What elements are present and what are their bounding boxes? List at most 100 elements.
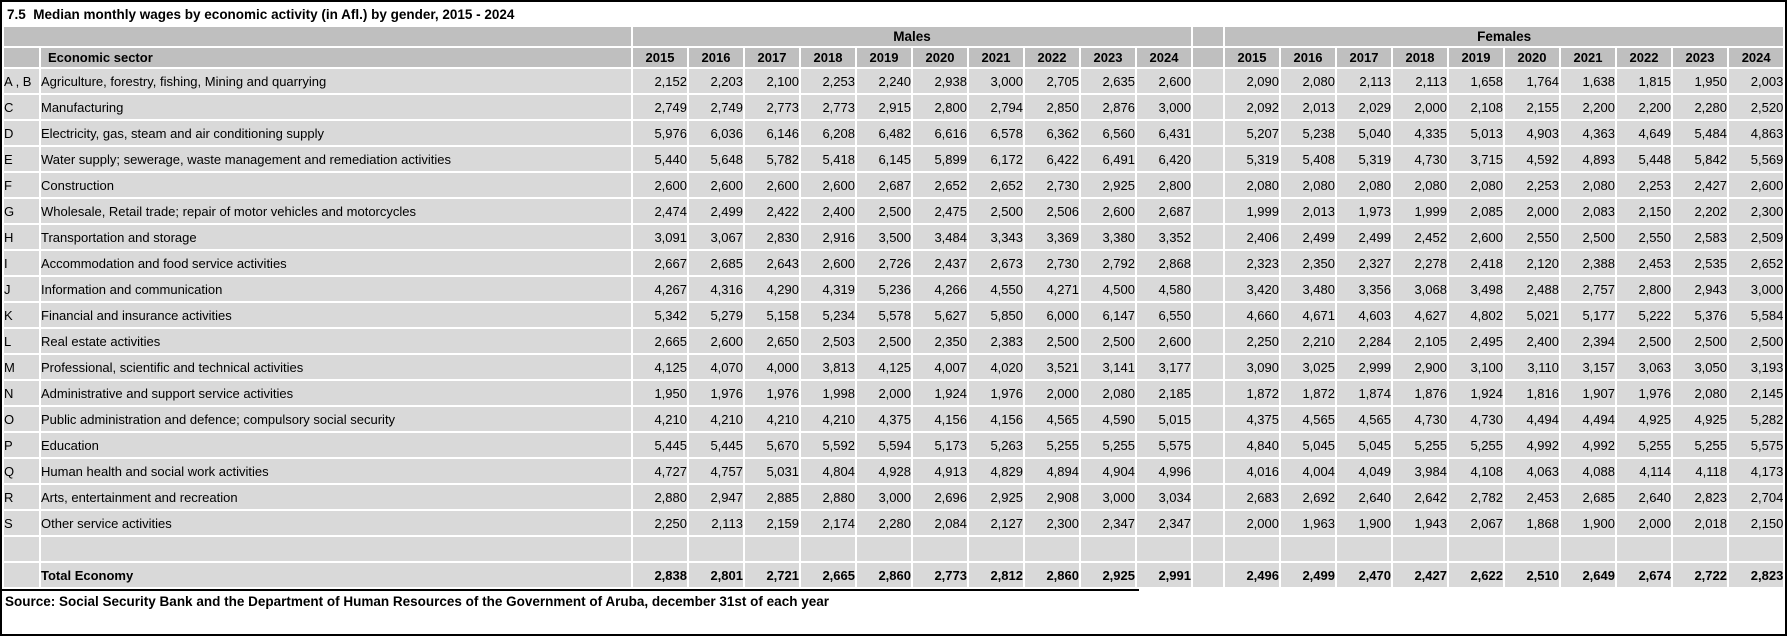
male-wage-cell: 5,445 [633,433,687,457]
male-wage-cell: 2,422 [745,199,799,223]
spacer-cell [1193,277,1223,301]
male-wage-cell: 4,757 [689,459,743,483]
male-wage-cell: 4,210 [801,407,855,431]
spacer-cell [1193,459,1223,483]
male-wage-cell: 6,560 [1081,121,1135,145]
male-wage-cell: 3,091 [633,225,687,249]
male-wage-cell: 2,000 [1025,381,1079,405]
female-wage-cell [1393,537,1447,561]
year-header-males: 2016 [689,48,743,67]
male-wage-cell: 2,885 [745,485,799,509]
male-wage-cell: 2,600 [1137,329,1191,353]
female-wage-cell: 2,003 [1729,69,1784,93]
female-wage-cell: 4,565 [1337,407,1391,431]
male-wage-cell: 2,838 [633,563,687,587]
sector-row: G Wholesale, Retail trade; repair of moto… [4,199,1784,223]
female-wage-cell: 4,603 [1337,303,1391,327]
male-wage-cell: 2,600 [745,173,799,197]
female-wage-cell: 4,494 [1561,407,1615,431]
male-wage-cell: 2,300 [1025,511,1079,535]
female-wage-cell: 4,173 [1729,459,1784,483]
female-wage-cell: 2,642 [1393,485,1447,509]
male-wage-cell: 2,665 [801,563,855,587]
female-wage-cell: 2,823 [1729,563,1784,587]
female-wage-cell: 2,649 [1561,563,1615,587]
sector-name: Arts, entertainment and recreation [41,485,631,509]
male-wage-cell: 2,880 [801,485,855,509]
female-wage-cell: 2,085 [1449,199,1503,223]
sector-name: Total Economy [41,563,631,587]
sector-code: F [4,173,39,197]
female-wage-cell: 2,150 [1617,199,1671,223]
female-wage-cell [1729,537,1784,561]
female-wage-cell: 1,868 [1505,511,1559,535]
male-wage-cell: 5,782 [745,147,799,171]
male-wage-cell: 3,067 [689,225,743,249]
male-wage-cell: 2,600 [633,173,687,197]
female-wage-cell: 1,872 [1281,381,1335,405]
male-wage-cell: 2,916 [801,225,855,249]
male-wage-cell: 2,174 [801,511,855,535]
female-wage-cell: 4,049 [1337,459,1391,483]
male-wage-cell: 2,100 [745,69,799,93]
sector-name: Education [41,433,631,457]
female-wage-cell: 4,903 [1505,121,1559,145]
female-wage-cell: 4,565 [1281,407,1335,431]
male-wage-cell [801,537,855,561]
male-wage-cell: 2,801 [689,563,743,587]
female-wage-cell: 4,840 [1225,433,1279,457]
female-wage-cell: 2,600 [1729,173,1784,197]
male-wage-cell: 6,208 [801,121,855,145]
male-wage-cell [745,537,799,561]
male-wage-cell [1025,537,1079,561]
female-wage-cell: 2,150 [1729,511,1784,535]
male-wage-cell: 6,550 [1137,303,1191,327]
female-wage-cell: 5,376 [1673,303,1727,327]
male-wage-cell: 2,600 [689,329,743,353]
male-wage-cell: 3,484 [913,225,967,249]
total-row: Total Economy 2,838 2,801 2,721 2,665 2,860 2,… [4,563,1784,587]
female-wage-cell: 3,193 [1729,355,1784,379]
female-wage-cell: 2,092 [1225,95,1279,119]
male-wage-cell: 4,007 [913,355,967,379]
sector-row: P Education 5,445 5,445 5,670 5,592 5,594 5,173… [4,433,1784,457]
male-wage-cell: 5,418 [801,147,855,171]
female-wage-cell [1281,537,1335,561]
male-wage-cell: 5,440 [633,147,687,171]
spacer-cell [1193,381,1223,405]
male-wage-cell: 2,800 [913,95,967,119]
female-wage-cell: 5,255 [1449,433,1503,457]
male-wage-cell: 4,375 [857,407,911,431]
male-wage-cell: 2,685 [689,251,743,275]
female-wage-cell: 4,592 [1505,147,1559,171]
female-wage-cell: 2,000 [1617,511,1671,535]
sector-code: A , B [4,69,39,93]
male-wage-cell: 1,924 [913,381,967,405]
female-wage-cell: 2,685 [1561,485,1615,509]
male-wage-cell: 2,127 [969,511,1023,535]
sector-row: O Public administration and defence; comp… [4,407,1784,431]
spacer-cell [1193,225,1223,249]
economic-sector-header: Economic sector [41,48,631,67]
sector-code: E [4,147,39,171]
male-wage-cell: 3,034 [1137,485,1191,509]
sector-row: H Transportation and storage 3,091 3,067 2,8… [4,225,1784,249]
male-wage-cell [913,537,967,561]
female-wage-cell: 1,764 [1505,69,1559,93]
female-wage-cell: 4,627 [1393,303,1447,327]
female-wage-cell: 2,080 [1225,173,1279,197]
male-wage-cell: 2,503 [801,329,855,353]
female-wage-cell: 2,013 [1281,95,1335,119]
female-wage-cell: 4,016 [1225,459,1279,483]
male-wage-cell: 6,146 [745,121,799,145]
sector-code: M [4,355,39,379]
female-wage-cell: 2,550 [1505,225,1559,249]
male-wage-cell: 4,550 [969,277,1023,301]
sector-name: Administrative and support service activ… [41,381,631,405]
sector-code: S [4,511,39,535]
male-wage-cell: 3,141 [1081,355,1135,379]
female-wage-cell [1505,537,1559,561]
female-wage-cell [1617,537,1671,561]
year-header-males: 2019 [857,48,911,67]
female-wage-cell: 2,250 [1225,329,1279,353]
